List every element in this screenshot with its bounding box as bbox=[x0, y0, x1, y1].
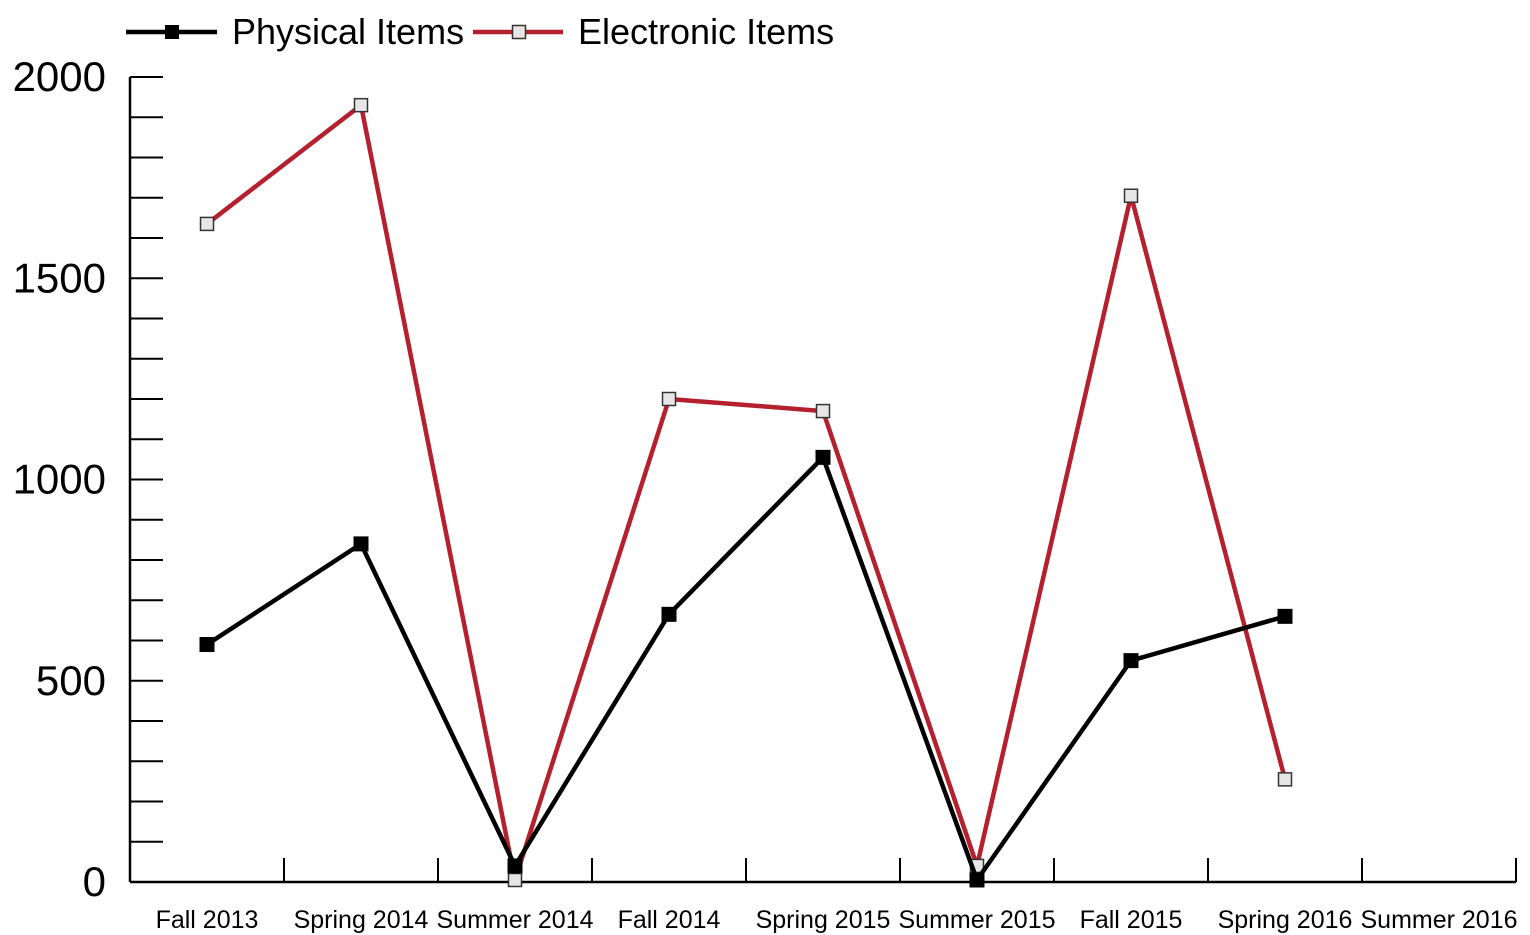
y-tick-label: 0 bbox=[83, 858, 106, 905]
data-point bbox=[353, 97, 369, 113]
x-tick-label: Fall 2015 bbox=[1080, 906, 1183, 934]
data-point bbox=[661, 606, 677, 622]
x-tick-label: Summer 2014 bbox=[436, 906, 593, 934]
data-point bbox=[1277, 608, 1293, 624]
data-point bbox=[1277, 772, 1293, 787]
x-tick-label: Summer 2016 bbox=[1360, 906, 1517, 934]
x-tick-label: Spring 2015 bbox=[756, 906, 891, 934]
series-line bbox=[205, 102, 1288, 883]
series-physical-items bbox=[199, 449, 1293, 888]
y-tick-label: 2000 bbox=[13, 53, 106, 100]
data-point bbox=[815, 403, 831, 419]
legend-label-electronic: Electronic Items bbox=[578, 11, 834, 52]
x-tick-label: Fall 2013 bbox=[156, 906, 259, 934]
series-line bbox=[205, 455, 1286, 883]
data-point bbox=[199, 637, 215, 653]
data-point bbox=[1123, 653, 1139, 669]
data-point bbox=[815, 449, 831, 465]
data-point bbox=[353, 536, 369, 552]
data-point bbox=[507, 872, 523, 888]
y-tick-label: 1500 bbox=[13, 254, 106, 301]
x-tick-label: Spring 2016 bbox=[1218, 906, 1353, 934]
legend-marker-physical bbox=[165, 25, 179, 39]
data-point bbox=[1123, 188, 1139, 203]
data-point bbox=[661, 391, 677, 407]
series-electronic-items bbox=[199, 97, 1293, 888]
chart-series bbox=[199, 97, 1293, 888]
legend-label-physical: Physical Items bbox=[232, 11, 464, 52]
data-point bbox=[969, 872, 985, 888]
data-point bbox=[199, 216, 215, 232]
x-tick-label: Summer 2015 bbox=[898, 906, 1055, 934]
y-tick-label: 1000 bbox=[13, 456, 106, 503]
y-tick-label: 500 bbox=[36, 657, 106, 704]
x-tick-label: Fall 2014 bbox=[618, 906, 721, 934]
data-point bbox=[507, 858, 523, 874]
legend-marker-electronic bbox=[511, 24, 527, 40]
x-tick-label: Spring 2014 bbox=[294, 906, 429, 934]
chart-legend: Physical Items Electronic Items bbox=[126, 11, 834, 52]
